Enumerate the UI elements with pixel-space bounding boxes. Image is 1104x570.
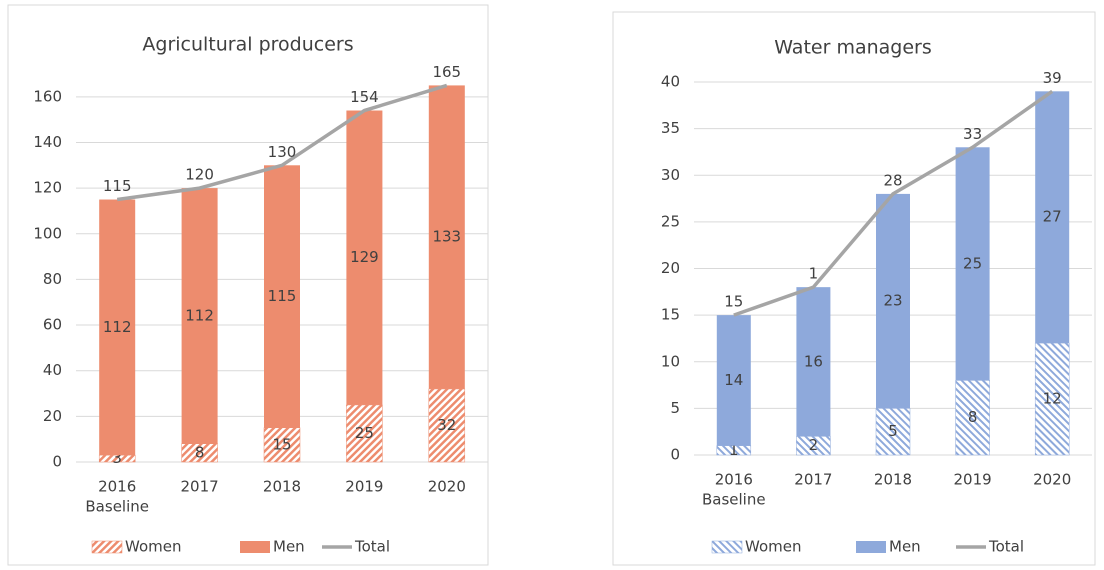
- data-label: 1: [809, 265, 819, 283]
- data-label: 115: [268, 287, 297, 305]
- y-tick-label: 10: [661, 352, 680, 370]
- y-tick-label: 0: [670, 446, 680, 464]
- chart-title: Agricultural producers: [142, 34, 353, 56]
- y-tick-label: 35: [661, 119, 680, 137]
- data-label: 14: [724, 371, 743, 389]
- chart-frame: [7, 4, 489, 566]
- y-tick-label: 40: [661, 73, 680, 91]
- data-label: 3: [112, 449, 122, 467]
- data-label: 15: [724, 293, 743, 311]
- data-label: 133: [432, 228, 461, 246]
- legend-swatch: [91, 540, 123, 554]
- data-label: 120: [185, 166, 214, 184]
- data-label: 129: [350, 248, 379, 266]
- data-label: 112: [185, 306, 214, 324]
- data-label: 8: [968, 408, 978, 426]
- legend-swatch: [856, 541, 886, 553]
- data-label: 2: [809, 436, 819, 454]
- bar-segment: [955, 380, 990, 456]
- legend-label: Total: [354, 538, 390, 556]
- data-label: 115: [103, 177, 132, 195]
- bar-segment: [428, 85, 465, 389]
- y-tick-label: 100: [33, 224, 62, 242]
- data-label: 154: [350, 88, 379, 106]
- data-label: 39: [1043, 69, 1062, 87]
- data-label: 1: [729, 441, 739, 459]
- y-tick-label: 20: [43, 407, 62, 425]
- bar-segment: [263, 427, 301, 463]
- data-label: 27: [1043, 208, 1062, 226]
- data-label: 28: [883, 171, 902, 189]
- y-tick-label: 160: [33, 87, 62, 105]
- data-label: 112: [103, 318, 132, 336]
- x-tick-label: 2018: [263, 478, 301, 496]
- data-label: 25: [963, 254, 982, 272]
- x-tick-label: 2016: [98, 478, 136, 496]
- y-tick-label: 80: [43, 270, 62, 288]
- x-tick-label: 2017: [181, 478, 219, 496]
- y-tick-label: 30: [661, 166, 680, 184]
- y-tick-label: 60: [43, 316, 62, 334]
- x-tick-label: 2020: [428, 478, 466, 496]
- y-tick-label: 140: [33, 133, 62, 151]
- chart-title: Water managers: [774, 37, 932, 59]
- bar-segment: [264, 165, 300, 428]
- bar-segment: [796, 436, 831, 456]
- bar-segment: [955, 147, 990, 381]
- bar-segment: [876, 193, 910, 409]
- legend-label: Total: [988, 538, 1024, 556]
- total-line: [116, 83, 448, 202]
- bar-segment: [716, 315, 751, 446]
- y-tick-label: 5: [670, 399, 680, 417]
- bar-segment: [99, 199, 136, 456]
- bar-segment: [346, 404, 383, 463]
- data-label: 8: [195, 443, 205, 461]
- x-tick-label: 2020: [1033, 471, 1071, 489]
- bar-segment: [1034, 342, 1070, 456]
- y-tick-label: 25: [661, 212, 680, 230]
- bar-segment: [181, 188, 218, 444]
- x-tick-label: 2018: [874, 471, 912, 489]
- bar-segment: [346, 110, 383, 405]
- data-label: 165: [432, 63, 461, 81]
- data-label: 15: [272, 435, 291, 453]
- x-tick-label: 2017: [794, 471, 832, 489]
- legend-swatch: [240, 541, 270, 553]
- legend-label: Men: [889, 538, 921, 556]
- baseline-label: Baseline: [85, 498, 149, 516]
- bar-segment: [428, 388, 466, 463]
- y-tick-label: 0: [52, 453, 62, 471]
- data-label: 130: [268, 143, 297, 161]
- total-line: [733, 89, 1054, 317]
- data-label: 12: [1043, 390, 1062, 408]
- chart-frame: [612, 11, 1096, 566]
- bar-segment: [796, 287, 831, 437]
- y-tick-label: 15: [661, 306, 680, 324]
- legend-label: Men: [273, 538, 305, 556]
- data-label: 32: [437, 416, 456, 434]
- x-tick-label: 2016: [715, 471, 753, 489]
- bar-segment: [1035, 91, 1070, 344]
- legend-swatch: [711, 540, 743, 554]
- legend-label: Women: [125, 538, 181, 556]
- y-tick-label: 40: [43, 361, 62, 379]
- data-label: 33: [963, 125, 982, 143]
- baseline-label: Baseline: [702, 491, 766, 509]
- data-label: 5: [888, 422, 898, 440]
- x-tick-label: 2019: [345, 478, 383, 496]
- legend-label: Women: [745, 538, 801, 556]
- x-tick-label: 2019: [954, 471, 992, 489]
- data-label: 23: [883, 292, 902, 310]
- data-label: 25: [355, 424, 374, 442]
- bar-segment: [875, 408, 911, 456]
- y-tick-label: 120: [33, 179, 62, 197]
- data-label: 16: [804, 352, 823, 370]
- y-tick-label: 20: [661, 259, 680, 277]
